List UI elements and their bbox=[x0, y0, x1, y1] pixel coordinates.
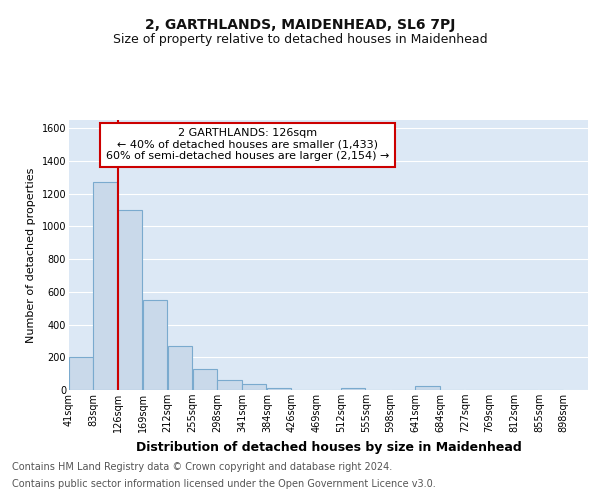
Bar bbox=[415, 386, 440, 390]
Bar bbox=[267, 388, 291, 390]
Bar bbox=[93, 182, 118, 390]
Bar bbox=[193, 368, 217, 390]
X-axis label: Distribution of detached houses by size in Maidenhead: Distribution of detached houses by size … bbox=[136, 440, 521, 454]
Bar bbox=[143, 300, 167, 390]
Text: Size of property relative to detached houses in Maidenhead: Size of property relative to detached ho… bbox=[113, 32, 487, 46]
Bar bbox=[217, 380, 242, 390]
Y-axis label: Number of detached properties: Number of detached properties bbox=[26, 168, 36, 342]
Text: Contains HM Land Registry data © Crown copyright and database right 2024.: Contains HM Land Registry data © Crown c… bbox=[12, 462, 392, 472]
Text: 2, GARTHLANDS, MAIDENHEAD, SL6 7PJ: 2, GARTHLANDS, MAIDENHEAD, SL6 7PJ bbox=[145, 18, 455, 32]
Bar bbox=[341, 388, 365, 390]
Text: 2 GARTHLANDS: 126sqm
← 40% of detached houses are smaller (1,433)
60% of semi-de: 2 GARTHLANDS: 126sqm ← 40% of detached h… bbox=[106, 128, 389, 162]
Bar bbox=[242, 384, 266, 390]
Bar bbox=[168, 346, 192, 390]
Text: Contains public sector information licensed under the Open Government Licence v3: Contains public sector information licen… bbox=[12, 479, 436, 489]
Bar bbox=[118, 210, 142, 390]
Bar bbox=[69, 358, 93, 390]
